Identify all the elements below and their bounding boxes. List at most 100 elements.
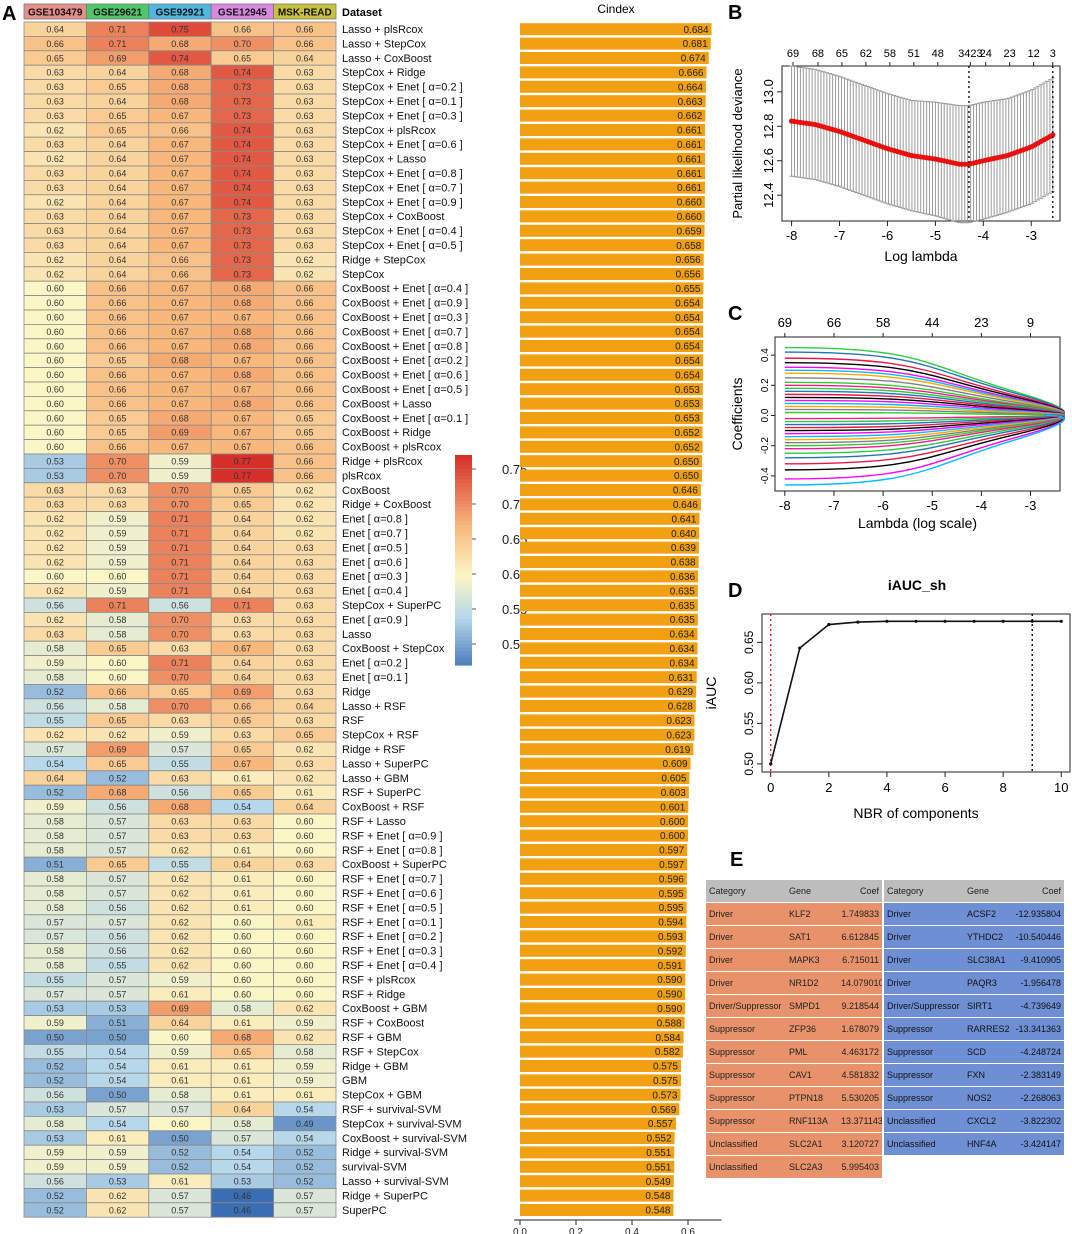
heatmap-cell-value: 0.62 [171, 932, 189, 942]
category-cell: Unclassified [706, 1155, 786, 1179]
coef-table-left: Category Gene Coef Driver KLF2 1.749833 Dri… [706, 880, 882, 1179]
cindex-bar-label: 0.639 [671, 543, 696, 554]
heatmap-cell-value: 0.66 [296, 457, 314, 467]
heatmap-cell-value: 0.69 [109, 745, 127, 755]
heatmap-cell-value: 0.64 [234, 557, 252, 567]
heatmap-cell-value: 0.74 [171, 53, 189, 63]
heatmap-cell-value: 0.67 [234, 356, 252, 366]
heatmap-cell-value: 0.55 [46, 1047, 64, 1057]
category-cell: Driver [884, 925, 964, 949]
heatmap-cell-value: 0.60 [171, 1119, 189, 1129]
legend-gradient-step [455, 546, 472, 551]
legend-gradient-step [455, 486, 472, 491]
model-label: Enet [ α=0.9 ] [342, 614, 408, 626]
model-label: RSF + Enet [ α=0.1 ] [342, 917, 443, 929]
cindex-bar [520, 95, 706, 108]
coef-cell: -3.424147 [1012, 1132, 1064, 1156]
coef-cell: -2.383149 [1012, 1063, 1064, 1087]
heatmap: GSE103479 GSE29621 GSE92921 GSE12945 MSK-REA… [23, 3, 468, 1218]
heatmap-cell-value: 0.66 [109, 687, 127, 697]
category-cell: Driver [706, 971, 786, 995]
heatmap-cell-value: 0.66 [46, 39, 64, 49]
heatmap-cell-value: 0.50 [109, 1033, 127, 1043]
legend-gradient-step [455, 644, 472, 649]
cindex-bar [520, 916, 687, 928]
legend-gradient-step [455, 500, 472, 505]
heatmap-cell-value: 0.62 [296, 485, 314, 495]
legend-gradient-step [455, 630, 472, 635]
heatmap-cell-value: 0.67 [234, 442, 252, 452]
cindex-bar [520, 167, 706, 180]
heatmap-cell-value: 0.60 [296, 889, 314, 899]
heatmap-cell-value: 0.53 [234, 1177, 252, 1187]
legend-gradient-step [455, 661, 472, 666]
panel-label-d: D [728, 580, 742, 602]
heatmap-cell-value: 0.49 [296, 1119, 314, 1129]
heatmap-cell-value: 0.53 [46, 471, 64, 481]
heatmap-cell-value: 0.67 [171, 399, 189, 409]
iauc-point [1059, 619, 1063, 623]
heatmap-cell-value: 0.60 [46, 327, 64, 337]
category-cell: Suppressor [706, 1109, 786, 1133]
heatmap-cell-value: 0.58 [46, 946, 64, 956]
model-label: plsRcox [342, 470, 382, 482]
cindex-bar-label: 0.635 [670, 601, 695, 612]
heatmap-cell-value: 0.58 [46, 961, 64, 971]
heatmap-cell-value: 0.58 [46, 817, 64, 827]
table-row: Driver NR1D2 14.079010 [706, 971, 882, 995]
cindex-bar [520, 1204, 674, 1216]
cindex-bar-label: 0.684 [683, 25, 708, 36]
heatmap-cell-value: 0.74 [234, 197, 252, 207]
dataset-header-label: GSE12945 [218, 8, 267, 19]
cindex-bar-label: 0.654 [675, 342, 700, 353]
x-tick-label: -3 [1025, 498, 1037, 513]
gene-cell: SIRT1 [964, 994, 1012, 1018]
cindex-bar [520, 685, 697, 698]
gene-cell: PML [786, 1040, 838, 1064]
heatmap-cell-value: 0.46 [234, 1191, 252, 1201]
table-row: Driver ACSF2 -12.935804 [884, 902, 1064, 926]
heatmap-cell-value: 0.65 [234, 500, 252, 510]
heatmap-cell-value: 0.67 [234, 428, 252, 438]
heatmap-cell-value: 0.60 [46, 428, 64, 438]
cindex-bar [520, 368, 704, 381]
heatmap-cell-value: 0.66 [171, 269, 189, 279]
heatmap-cell-value: 0.63 [296, 759, 314, 769]
deviance-point [1050, 132, 1056, 138]
heatmap-cell-value: 0.71 [234, 601, 252, 611]
cindex-bar-label: 0.557 [648, 1119, 673, 1130]
legend-gradient-step [455, 609, 472, 614]
heatmap-cell-value: 0.51 [109, 1018, 127, 1028]
cindex-bar [520, 1045, 683, 1058]
heatmap-cell-value: 0.62 [46, 730, 64, 740]
legend-gradient-step [455, 514, 472, 519]
coef-cell: -1.956478 [1012, 971, 1064, 995]
model-label: Lasso + SuperPC [342, 758, 429, 770]
heatmap-cell-value: 0.57 [109, 1105, 127, 1115]
legend-gradient-step [455, 462, 472, 467]
model-label: CoxBoost + Enet [ α=0.6 ] [342, 370, 468, 382]
heatmap-cell-value: 0.57 [171, 745, 189, 755]
heatmap-cell-value: 0.74 [234, 183, 252, 193]
heatmap-cell-value: 0.57 [171, 1205, 189, 1215]
heatmap-cell-value: 0.53 [46, 1004, 64, 1014]
gene-cell: PAQR3 [964, 971, 1012, 995]
legend-gradient-step [455, 469, 472, 474]
cindex-bar [520, 541, 699, 554]
heatmap-cell-value: 0.70 [109, 457, 127, 467]
legend-gradient-step [455, 623, 472, 628]
iauc-point [827, 622, 831, 627]
heatmap-cell-value: 0.64 [109, 68, 127, 78]
heatmap-cell-value: 0.61 [234, 1061, 252, 1071]
heatmap-cell-value: 0.62 [171, 961, 189, 971]
heatmap-cell-value: 0.70 [171, 500, 189, 510]
coef-cell: 4.581832 [838, 1063, 882, 1087]
heatmap-cell-value: 0.64 [234, 860, 252, 870]
x-tick-label: 2 [825, 780, 832, 795]
cindex-bar-label: 0.652 [675, 442, 700, 453]
heatmap-cell-value: 0.63 [171, 817, 189, 827]
heatmap-cell-value: 0.60 [46, 313, 64, 323]
coef-table-right: Category Gene Coef Driver ACSF2 -12.935804… [884, 880, 1064, 1156]
heatmap-cell-value: 0.63 [296, 687, 314, 697]
cindex-bar-label: 0.600 [660, 831, 685, 842]
